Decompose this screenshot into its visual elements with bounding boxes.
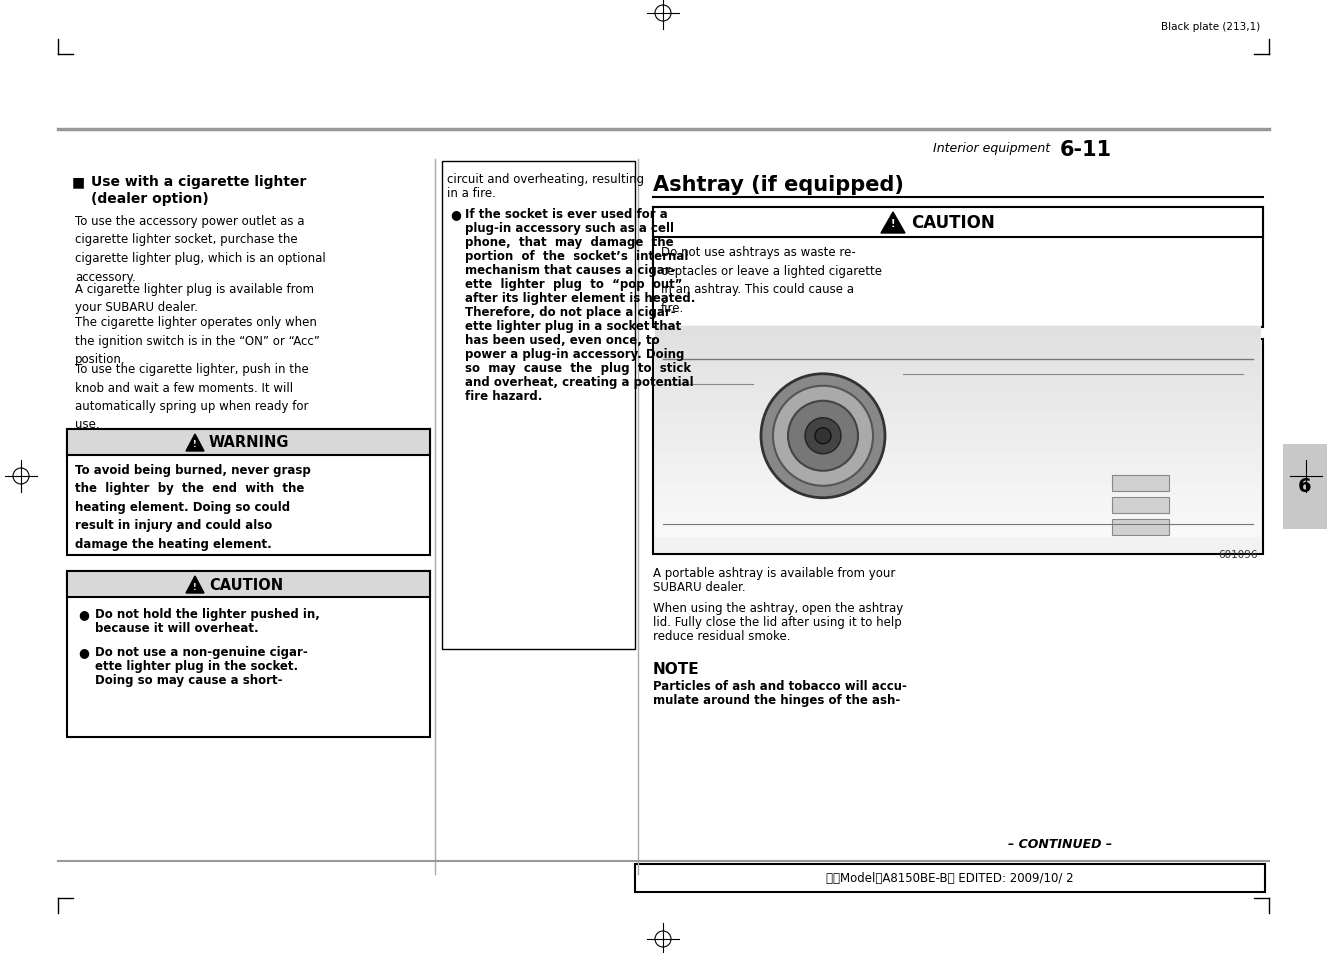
Polygon shape: [881, 213, 905, 233]
Text: and overheat, creating a potential: and overheat, creating a potential: [464, 375, 694, 389]
Text: ette lighter plug in the socket.: ette lighter plug in the socket.: [96, 659, 299, 672]
FancyBboxPatch shape: [656, 380, 1261, 391]
FancyBboxPatch shape: [656, 496, 1261, 506]
Text: CAUTION: CAUTION: [208, 577, 283, 592]
FancyBboxPatch shape: [66, 430, 430, 556]
Circle shape: [805, 418, 841, 455]
Text: fire hazard.: fire hazard.: [464, 390, 543, 402]
Text: mechanism that causes a cigar-: mechanism that causes a cigar-: [464, 264, 675, 276]
Text: !: !: [194, 582, 196, 591]
FancyBboxPatch shape: [66, 572, 430, 738]
Text: 601096: 601096: [1218, 550, 1258, 559]
Text: ●: ●: [78, 645, 89, 659]
Text: mulate around the hinges of the ash-: mulate around the hinges of the ash-: [653, 693, 900, 706]
Text: NOTE: NOTE: [653, 661, 699, 677]
FancyBboxPatch shape: [656, 422, 1261, 433]
FancyBboxPatch shape: [656, 443, 1261, 454]
Text: ●: ●: [78, 607, 89, 620]
FancyBboxPatch shape: [656, 369, 1261, 380]
FancyBboxPatch shape: [656, 337, 1261, 348]
Text: !: !: [890, 219, 896, 229]
Text: !: !: [194, 440, 196, 449]
Circle shape: [788, 401, 859, 471]
Text: Do not use ashtrays as waste re-
ceptacles or leave a lighted cigarette
in an as: Do not use ashtrays as waste re- ceptacl…: [661, 246, 882, 314]
Text: SUBARU dealer.: SUBARU dealer.: [653, 580, 746, 594]
Text: lid. Fully close the lid after using it to help: lid. Fully close the lid after using it …: [653, 616, 902, 628]
FancyBboxPatch shape: [656, 358, 1261, 369]
FancyBboxPatch shape: [1283, 444, 1327, 530]
Text: ■: ■: [72, 174, 85, 189]
Text: Interior equipment: Interior equipment: [933, 142, 1050, 154]
Text: 6: 6: [1298, 477, 1312, 496]
Circle shape: [760, 375, 885, 498]
Text: 北米Model｢A8150BE-B｣ EDITED: 2009/10/ 2: 北米Model｢A8150BE-B｣ EDITED: 2009/10/ 2: [827, 872, 1074, 884]
FancyBboxPatch shape: [656, 327, 1261, 337]
Text: Do not use a non-genuine cigar-: Do not use a non-genuine cigar-: [96, 645, 308, 659]
Text: phone,  that  may  damage  the: phone, that may damage the: [464, 235, 674, 249]
Text: in a fire.: in a fire.: [447, 187, 496, 200]
Text: after its lighter element is heated.: after its lighter element is heated.: [464, 292, 695, 305]
FancyBboxPatch shape: [656, 485, 1261, 496]
Text: circuit and overheating, resulting: circuit and overheating, resulting: [447, 172, 644, 186]
Text: Do not hold the lighter pushed in,: Do not hold the lighter pushed in,: [96, 607, 320, 620]
Text: Therefore, do not place a cigar-: Therefore, do not place a cigar-: [464, 306, 675, 318]
Text: because it will overheat.: because it will overheat.: [96, 621, 259, 635]
FancyBboxPatch shape: [656, 517, 1261, 527]
Text: To use the cigarette lighter, push in the
knob and wait a few moments. It will
a: To use the cigarette lighter, push in th…: [76, 363, 309, 431]
Text: Doing so may cause a short-: Doing so may cause a short-: [96, 673, 283, 686]
Text: To use the accessory power outlet as a
cigarette lighter socket, purchase the
ci: To use the accessory power outlet as a c…: [76, 214, 325, 283]
Text: – CONTINUED –: – CONTINUED –: [1009, 837, 1112, 850]
Text: has been used, even once, to: has been used, even once, to: [464, 334, 660, 347]
Circle shape: [815, 428, 831, 444]
FancyBboxPatch shape: [656, 391, 1261, 401]
FancyBboxPatch shape: [653, 339, 1263, 555]
Text: A cigarette lighter plug is available from
your SUBARU dealer.: A cigarette lighter plug is available fr…: [76, 283, 314, 314]
Text: When using the ashtray, open the ashtray: When using the ashtray, open the ashtray: [653, 601, 904, 615]
Text: The cigarette lighter operates only when
the ignition switch is in the “ON” or “: The cigarette lighter operates only when…: [76, 315, 320, 366]
Text: ette lighter plug in a socket that: ette lighter plug in a socket that: [464, 319, 681, 333]
FancyBboxPatch shape: [656, 527, 1261, 537]
Text: To avoid being burned, never grasp
the  lighter  by  the  end  with  the
heating: To avoid being burned, never grasp the l…: [76, 463, 311, 551]
FancyBboxPatch shape: [656, 348, 1261, 358]
Text: Black plate (213,1): Black plate (213,1): [1161, 22, 1261, 32]
Polygon shape: [186, 435, 204, 452]
Text: If the socket is ever used for a: If the socket is ever used for a: [464, 208, 667, 221]
Polygon shape: [186, 577, 204, 594]
FancyBboxPatch shape: [653, 208, 1263, 328]
FancyBboxPatch shape: [636, 864, 1265, 892]
Text: ette  lighter  plug  to  “pop  out”: ette lighter plug to “pop out”: [464, 277, 682, 291]
FancyBboxPatch shape: [656, 401, 1261, 412]
FancyBboxPatch shape: [653, 208, 1263, 237]
FancyBboxPatch shape: [656, 433, 1261, 443]
FancyBboxPatch shape: [656, 506, 1261, 517]
Text: ●: ●: [450, 208, 460, 221]
Text: Particles of ash and tobacco will accu-: Particles of ash and tobacco will accu-: [653, 679, 906, 692]
FancyBboxPatch shape: [66, 430, 430, 456]
Text: portion  of  the  socket’s  internal: portion of the socket’s internal: [464, 250, 689, 263]
Text: 6-11: 6-11: [1060, 140, 1112, 160]
Circle shape: [774, 386, 873, 486]
Text: reduce residual smoke.: reduce residual smoke.: [653, 629, 791, 642]
Text: Ashtray (if equipped): Ashtray (if equipped): [653, 174, 904, 194]
FancyBboxPatch shape: [1112, 519, 1169, 536]
Text: power a plug-in accessory. Doing: power a plug-in accessory. Doing: [464, 348, 685, 360]
Text: CAUTION: CAUTION: [912, 213, 995, 232]
FancyBboxPatch shape: [1112, 497, 1169, 514]
Text: plug-in accessory such as a cell: plug-in accessory such as a cell: [464, 222, 674, 234]
Text: (dealer option): (dealer option): [92, 192, 208, 206]
FancyBboxPatch shape: [442, 162, 636, 649]
FancyBboxPatch shape: [656, 475, 1261, 485]
FancyBboxPatch shape: [656, 412, 1261, 422]
Text: Use with a cigarette lighter: Use with a cigarette lighter: [92, 174, 307, 189]
Text: so  may  cause  the  plug  to  stick: so may cause the plug to stick: [464, 361, 691, 375]
Text: A portable ashtray is available from your: A portable ashtray is available from you…: [653, 566, 896, 579]
FancyBboxPatch shape: [656, 454, 1261, 464]
FancyBboxPatch shape: [1112, 476, 1169, 492]
FancyBboxPatch shape: [66, 572, 430, 598]
FancyBboxPatch shape: [656, 464, 1261, 475]
Text: WARNING: WARNING: [208, 435, 289, 450]
